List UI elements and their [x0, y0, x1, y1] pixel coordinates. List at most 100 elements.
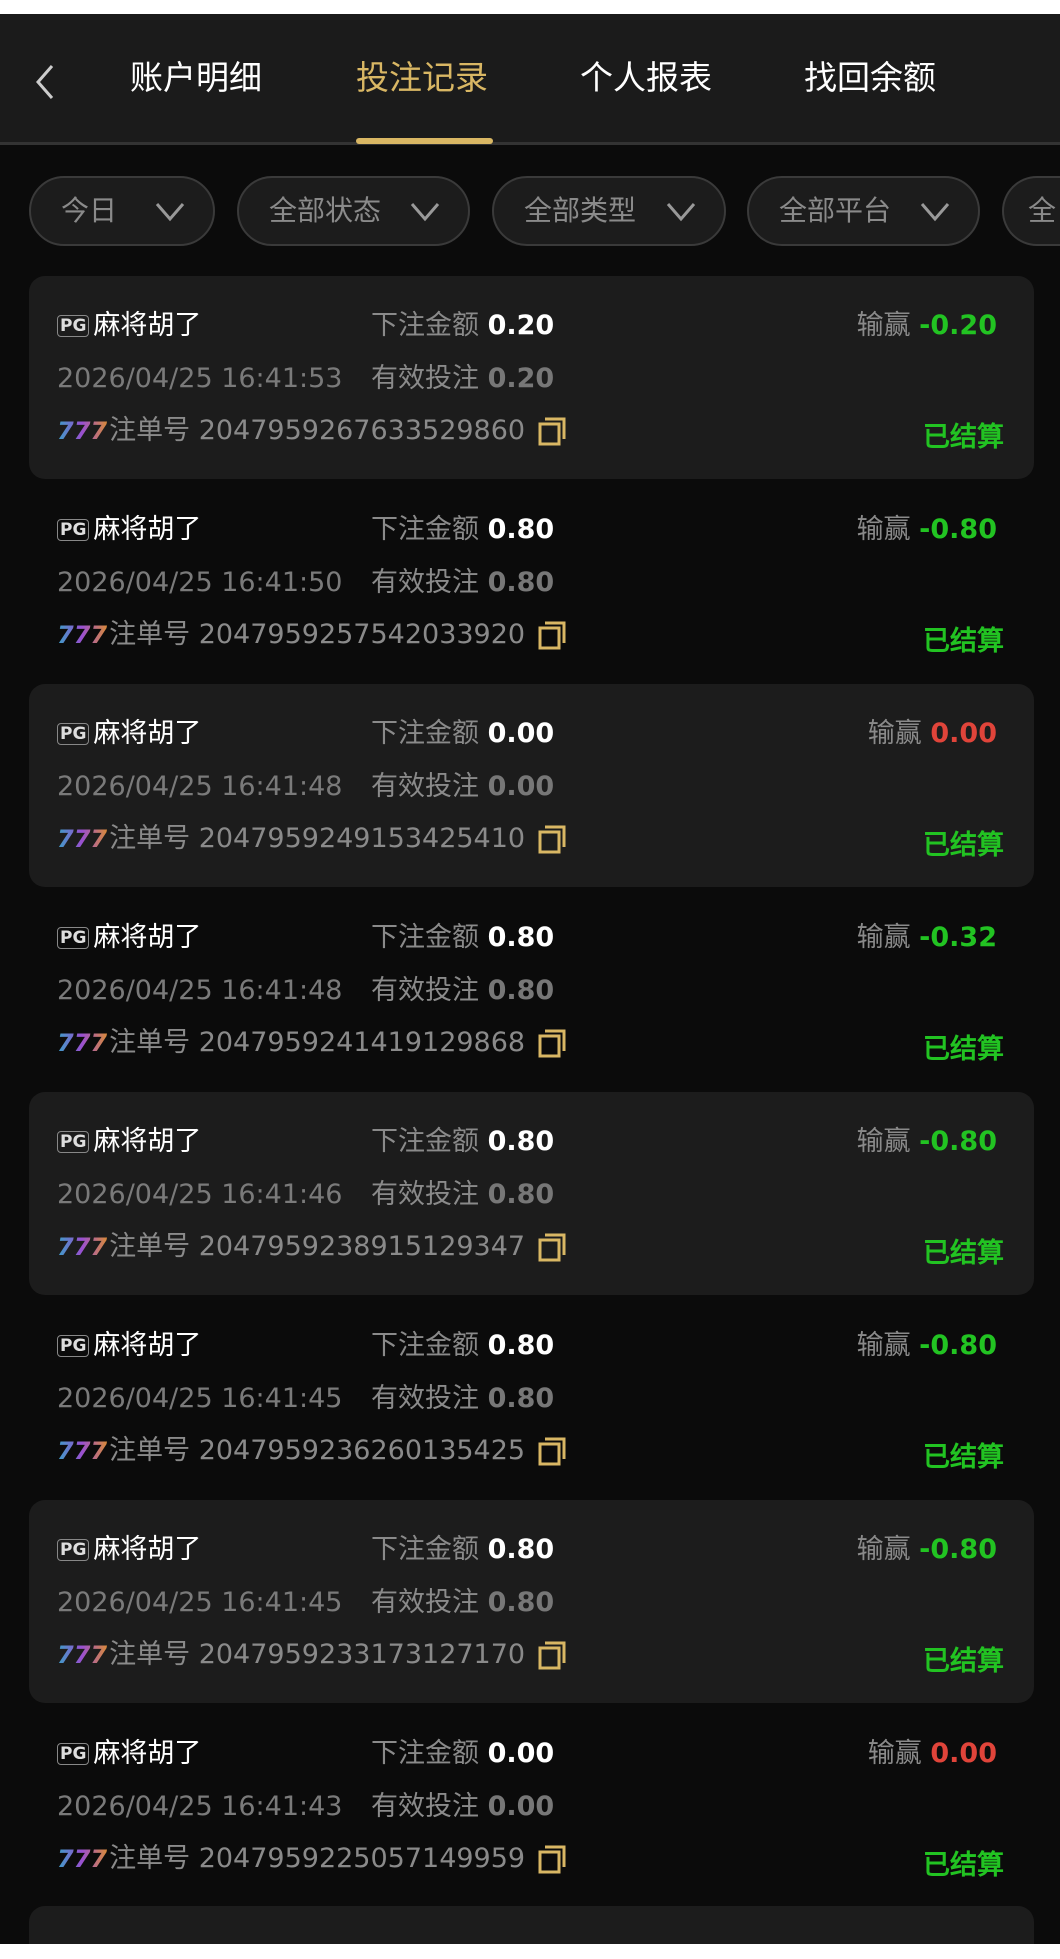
bet-amount-label: 下注金额: [371, 718, 479, 749]
bet-record-card: PG 麻将胡了 下注金额 0.00 输赢 0.00 2026/04/25 16:4…: [29, 1704, 1034, 1907]
slot-777-icon: 777: [57, 1842, 107, 1876]
status-badge: 已结算: [923, 1238, 1004, 1269]
bet-amount-value: 0.80: [487, 922, 555, 953]
pg-provider-logo: PG: [57, 927, 90, 949]
bet-amount-label: 下注金额: [371, 1534, 479, 1565]
copy-icon: [538, 417, 566, 446]
game-name-row: PG 麻将胡了: [57, 309, 201, 343]
win-loss: 输赢 -0.20: [857, 309, 997, 343]
bet-amount-value: 0.80: [487, 1330, 555, 1361]
status-badge: 已结算: [923, 1850, 1004, 1881]
game-name-row: PG 麻将胡了: [57, 1125, 201, 1159]
copy-icon: [538, 621, 566, 650]
bet-amount-value: 0.80: [487, 1534, 555, 1565]
bet-amount-label: 下注金额: [371, 1330, 479, 1361]
valid-bet: 有效投注 0.80: [371, 566, 554, 600]
status-badge: 已结算: [923, 1442, 1004, 1473]
pg-provider-logo: PG: [57, 1539, 90, 1561]
copy-button[interactable]: [537, 1640, 567, 1670]
copy-icon: [538, 825, 566, 854]
chevron-down-icon: [666, 203, 696, 222]
bet-amount: 下注金额 0.80: [371, 513, 554, 547]
bet-amount-value: 0.00: [487, 718, 555, 749]
order-number-row: 777注单号 2047959238915129347: [57, 1230, 525, 1264]
valid-bet-value: 0.80: [487, 975, 555, 1006]
chevron-left-icon: [36, 65, 54, 99]
platform-filter[interactable]: 全部平台: [747, 176, 980, 246]
bet-time: 2026/04/25 16:41:46: [57, 1179, 343, 1210]
status-badge: 已结算: [923, 830, 1004, 861]
tab-account-details[interactable]: 账户明细: [130, 58, 262, 97]
win-loss: 输赢 -0.32: [857, 921, 997, 955]
bet-record-card: PG 麻将胡了 下注金额 0.80 输赢 -0.80 2026/04/25 16:…: [29, 1296, 1034, 1499]
valid-bet: 有效投注 0.80: [371, 1382, 554, 1416]
win-loss-label: 输赢: [856, 310, 911, 341]
bet-record-card: PG 麻将胡了 下注金额 0.80 输赢 -0.80 2026/04/25 16:…: [29, 1500, 1034, 1703]
tab-bet-records[interactable]: 投注记录: [356, 58, 488, 97]
type-filter[interactable]: 全部类型: [492, 176, 726, 246]
order-number-row: 777注单号 2047959241419129868: [57, 1026, 525, 1060]
copy-button[interactable]: [537, 1232, 567, 1262]
filter-label: 今日: [61, 194, 118, 227]
win-loss: 输赢 0.00: [868, 717, 997, 751]
valid-bet-label: 有效投注: [371, 1587, 479, 1618]
valid-bet-value: 0.00: [487, 771, 555, 802]
win-loss: 输赢 -0.80: [857, 1329, 997, 1363]
pg-provider-logo: PG: [57, 315, 90, 337]
copy-button[interactable]: [537, 1436, 567, 1466]
copy-icon: [538, 1029, 566, 1058]
status-badge: 已结算: [923, 626, 1004, 657]
win-loss-label: 输赢: [856, 1330, 911, 1361]
win-loss-value: -0.32: [919, 922, 997, 953]
valid-bet: 有效投注 0.80: [371, 1586, 554, 1620]
copy-icon: [538, 1233, 566, 1262]
slot-777-icon: 777: [57, 822, 107, 856]
valid-bet-label: 有效投注: [371, 975, 479, 1006]
win-loss-label: 输赢: [856, 922, 911, 953]
valid-bet-label: 有效投注: [371, 1383, 479, 1414]
copy-button[interactable]: [537, 1844, 567, 1874]
status-filter[interactable]: 全部状态: [237, 176, 470, 246]
win-loss-value: -0.80: [919, 514, 997, 545]
filter-label: 全部状态: [269, 194, 382, 227]
tab-personal-report[interactable]: 个人报表: [580, 58, 712, 97]
win-loss-value: -0.80: [919, 1126, 997, 1157]
bet-amount: 下注金额 0.00: [371, 1737, 554, 1771]
valid-bet-label: 有效投注: [371, 363, 479, 394]
copy-button[interactable]: [537, 1028, 567, 1058]
slot-777-icon: 777: [57, 1026, 107, 1060]
copy-button[interactable]: [537, 824, 567, 854]
game-name: 麻将胡了: [93, 310, 202, 341]
date-filter[interactable]: 今日: [29, 176, 215, 246]
more-filter[interactable]: 全: [1002, 176, 1060, 246]
tab-recover-balance[interactable]: 找回余额: [804, 58, 936, 97]
status-bar-area: [0, 0, 1060, 14]
copy-button[interactable]: [537, 416, 567, 446]
bet-amount-value: 0.20: [487, 310, 555, 341]
game-name: 麻将胡了: [93, 718, 202, 749]
order-number-label: 注单号: [109, 415, 191, 446]
bet-amount-label: 下注金额: [371, 310, 479, 341]
order-number-row: 777注单号 2047959249153425410: [57, 822, 525, 856]
game-name-row: PG 麻将胡了: [57, 1329, 201, 1363]
game-name-row: PG 麻将胡了: [57, 1737, 201, 1771]
valid-bet-label: 有效投注: [371, 567, 479, 598]
pg-provider-logo: PG: [57, 519, 90, 541]
valid-bet-value: 0.80: [487, 1179, 555, 1210]
bottom-area: [0, 1944, 1060, 1959]
bet-record-card-partial: [29, 1906, 1034, 1944]
valid-bet-value: 0.80: [487, 1383, 555, 1414]
copy-icon: [538, 1641, 566, 1670]
back-button[interactable]: [30, 62, 60, 102]
copy-button[interactable]: [537, 620, 567, 650]
bet-amount: 下注金额 0.20: [371, 309, 554, 343]
bet-amount: 下注金额 0.80: [371, 1125, 554, 1159]
order-number-label: 注单号: [109, 823, 191, 854]
valid-bet-value: 0.00: [487, 1791, 555, 1822]
game-name-row: PG 麻将胡了: [57, 1533, 201, 1567]
copy-icon: [538, 1437, 566, 1466]
active-tab-indicator: [356, 138, 493, 144]
slot-777-icon: 777: [57, 1434, 107, 1468]
bet-record-card: PG 麻将胡了 下注金额 0.80 输赢 -0.80 2026/04/25 16:…: [29, 480, 1034, 683]
bet-time: 2026/04/25 16:41:48: [57, 975, 343, 1006]
